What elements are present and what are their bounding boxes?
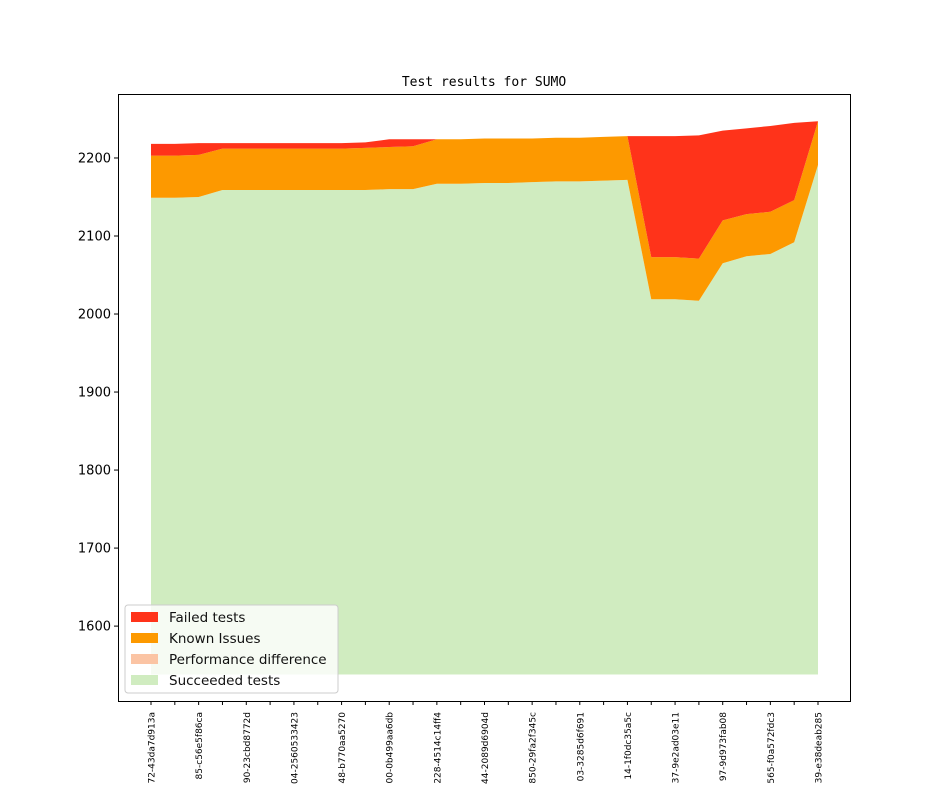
x-tick-label: 48-b770aa5270: [338, 712, 348, 784]
legend-swatch: [131, 612, 158, 622]
legend-label: Known Issues: [169, 631, 261, 647]
y-axis: 1600 1700 1800 1900 2000 2100 2200: [78, 151, 118, 635]
x-tick-label: 03-3285d6f691: [576, 712, 586, 781]
x-tick-label: 14-1f0dc35a5c: [624, 712, 634, 780]
y-tick-label: 2100: [78, 229, 111, 244]
x-tick-label: 90-23cbd8772d: [243, 712, 253, 783]
legend-swatch: [131, 654, 158, 664]
x-tick-label: 37-9e2ad03e11: [672, 712, 682, 783]
x-tick-label: 850-29fa2f345c: [529, 712, 539, 784]
area-failed-tests: [151, 121, 818, 259]
x-tick-label: 228-4514c14ff4: [433, 712, 443, 784]
legend-swatch: [131, 675, 158, 685]
plot-areas: [151, 121, 818, 675]
x-tick-label: 00-0b499aa6db: [386, 712, 396, 784]
y-tick-label: 2200: [78, 151, 111, 166]
chart-title: Test results for SUMO: [402, 75, 567, 90]
x-tick-label: 85-c56e5f86ca: [195, 712, 205, 779]
legend-box: [124, 604, 339, 694]
y-tick-label: 1900: [78, 386, 111, 401]
x-axis: 72-43da7d913a 85-c56e5f86ca 90-23cbd8772d 0…: [148, 701, 825, 784]
x-tick-label: 44-2089d6904d: [481, 712, 491, 784]
legend: Failed tests Known Issues Performance diff…: [124, 604, 339, 694]
y-tick-label: 1700: [78, 542, 111, 557]
legend-label: Succeeded tests: [169, 673, 280, 689]
x-tick-label: 565-f0a572fdc3: [767, 712, 777, 784]
x-tick-label: 04-2560533423: [290, 712, 300, 784]
x-tick-label: 97-9d973fab08: [719, 712, 729, 781]
legend-label: Performance difference: [169, 652, 327, 668]
area-known-issues: [151, 121, 818, 301]
y-tick-label: 1600: [78, 620, 111, 635]
y-tick-label: 1800: [78, 464, 111, 479]
legend-label: Failed tests: [169, 610, 245, 626]
x-tick-label: 72-43da7d913a: [148, 712, 158, 784]
y-tick-label: 2000: [78, 308, 111, 323]
legend-swatch: [131, 633, 158, 643]
area-succeeded-tests: [151, 164, 818, 675]
x-tick-label: 39-e38deab285: [815, 712, 825, 783]
